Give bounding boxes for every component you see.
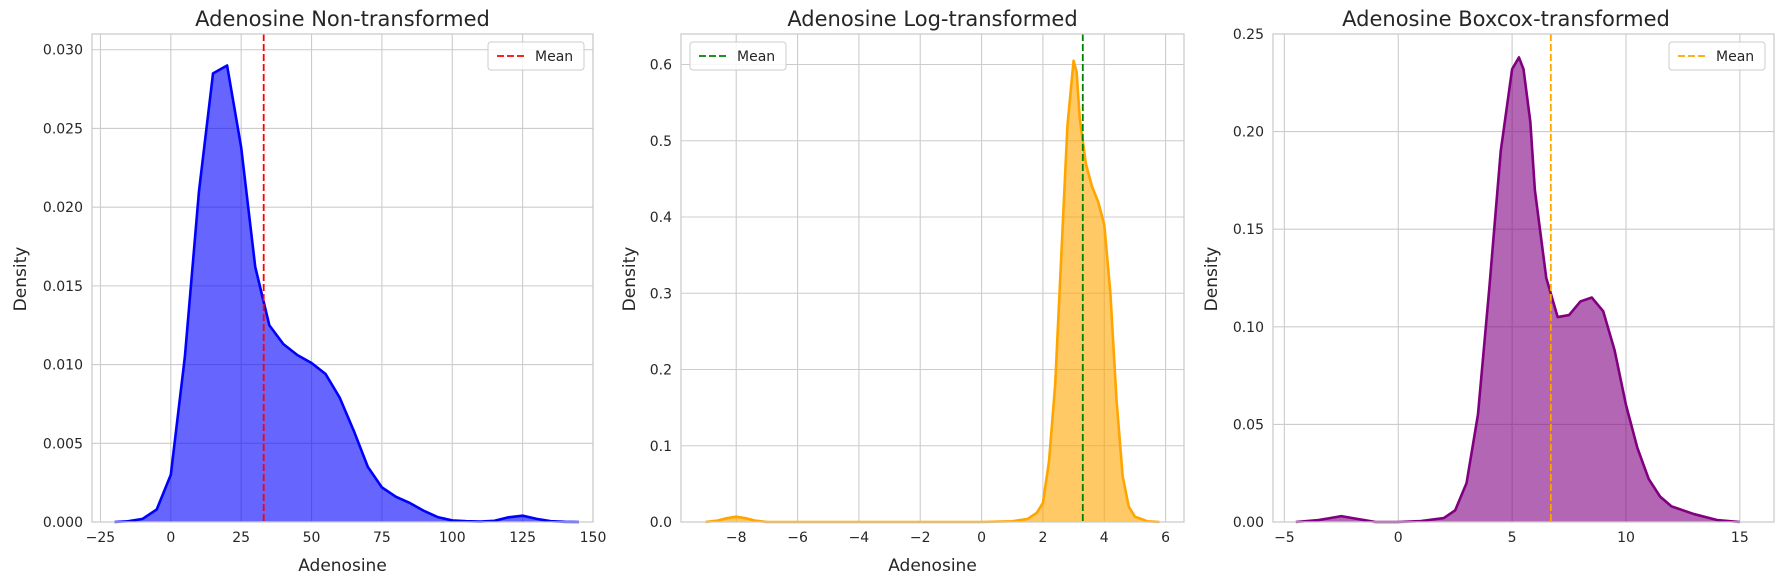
plot-area: −25 0 25 50 75 100 125 150 0.000 0.005 0.010 0.015 0…	[43, 33, 607, 546]
legend-box	[1668, 41, 1766, 71]
y-tick-label: 0.6	[650, 58, 672, 74]
y-tick-label: 0.05	[1233, 417, 1264, 433]
legend: Mean	[1668, 41, 1766, 71]
y-tick-label: 0.10	[1233, 320, 1264, 336]
x-axis-label: Adenosine	[298, 556, 387, 576]
density-curve	[1295, 56, 1740, 524]
chart-panel-log-transformed: −8 −6 −4 −2 0 2 4 6 0.0 0.1 0.2 0.3 0.4 0.5 0.6 Mean Ad…	[620, 7, 1185, 576]
legend: Mean	[487, 41, 585, 71]
y-tick-label: 0.20	[1233, 125, 1264, 141]
y-axis-label: Density	[1202, 247, 1222, 312]
x-tick-label: 25	[232, 530, 250, 546]
x-tick-label: 50	[303, 530, 321, 546]
density-area	[705, 60, 1160, 522]
x-tick-label: 2	[1038, 530, 1047, 546]
y-tick-label: 0.15	[1233, 222, 1264, 238]
x-tick-label: −6	[787, 530, 808, 546]
x-tick-label: −25	[86, 530, 116, 546]
x-tick-label: 15	[1731, 530, 1749, 546]
y-tick-label: 0.1	[650, 439, 672, 455]
plot-frame	[91, 33, 594, 523]
x-tick-label: 100	[439, 530, 466, 546]
x-axis-label: Adenosine	[888, 556, 977, 576]
plot-area: −8 −6 −4 −2 0 2 4 6 0.0 0.1 0.2 0.3 0.4 0.5 0.6 Mean	[650, 33, 1185, 546]
x-tick-label: 4	[1100, 530, 1109, 546]
legend-label: Mean	[737, 49, 775, 65]
legend-label: Mean	[1716, 49, 1754, 65]
y-tick-label: 0.3	[650, 286, 672, 302]
x-tick-label: 5	[1508, 530, 1517, 546]
chart-title: Adenosine Non-transformed	[195, 7, 490, 31]
legend-box	[487, 41, 585, 71]
x-tick-label: −8	[726, 530, 747, 546]
y-tick-label: 0.00	[1233, 515, 1264, 531]
legend-label: Mean	[535, 49, 573, 65]
x-tick-label: 0	[166, 530, 175, 546]
y-tick-label: 0.030	[43, 43, 83, 59]
x-tick-label: −2	[910, 530, 931, 546]
x-tick-label: 10	[1617, 530, 1635, 546]
y-tick-label: 0.005	[43, 436, 83, 452]
x-tick-label: −4	[849, 530, 870, 546]
y-tick-label: 0.010	[43, 358, 83, 374]
y-tick-label: 0.25	[1233, 27, 1264, 43]
x-tick-label: 150	[580, 530, 607, 546]
chart-panel-non-transformed: −25 0 25 50 75 100 125 150 0.000 0.005 0.010 0.015 0…	[11, 7, 606, 576]
x-tick-label: 125	[509, 530, 536, 546]
density-curve	[114, 64, 579, 524]
y-tick-label: 0.015	[43, 279, 83, 295]
plot-frame	[1272, 33, 1775, 523]
y-axis-label: Density	[11, 247, 31, 312]
density-curve	[705, 59, 1160, 524]
density-area	[1295, 57, 1740, 523]
plot-frame	[680, 33, 1185, 523]
plot-area: −5 0 5 10 15 0.00 0.05 0.10 0.15 0.20 0.25 Mean	[1233, 27, 1775, 546]
chart-title: Adenosine Boxcox-transformed	[1342, 7, 1670, 31]
y-tick-label: 0.5	[650, 134, 672, 150]
y-axis-label: Density	[620, 247, 640, 312]
legend-box	[689, 41, 787, 71]
x-tick-label: 6	[1161, 530, 1170, 546]
y-tick-label: 0.000	[43, 515, 83, 531]
x-tick-label: −5	[1274, 530, 1295, 546]
chart-panel-boxcox-transformed: −5 0 5 10 15 0.00 0.05 0.10 0.15 0.20 0.25 Mean Ade…	[1202, 7, 1775, 546]
y-tick-label: 0.4	[650, 210, 672, 226]
x-tick-label: 75	[373, 530, 391, 546]
y-tick-label: 0.0	[650, 515, 672, 531]
x-tick-label: 0	[1394, 530, 1403, 546]
x-tick-label: 0	[977, 530, 986, 546]
chart-title: Adenosine Log-transformed	[787, 7, 1077, 31]
legend: Mean	[689, 41, 787, 71]
y-tick-label: 0.020	[43, 200, 83, 216]
y-tick-label: 0.025	[43, 121, 83, 137]
y-tick-label: 0.2	[650, 363, 672, 379]
density-area	[114, 65, 579, 522]
